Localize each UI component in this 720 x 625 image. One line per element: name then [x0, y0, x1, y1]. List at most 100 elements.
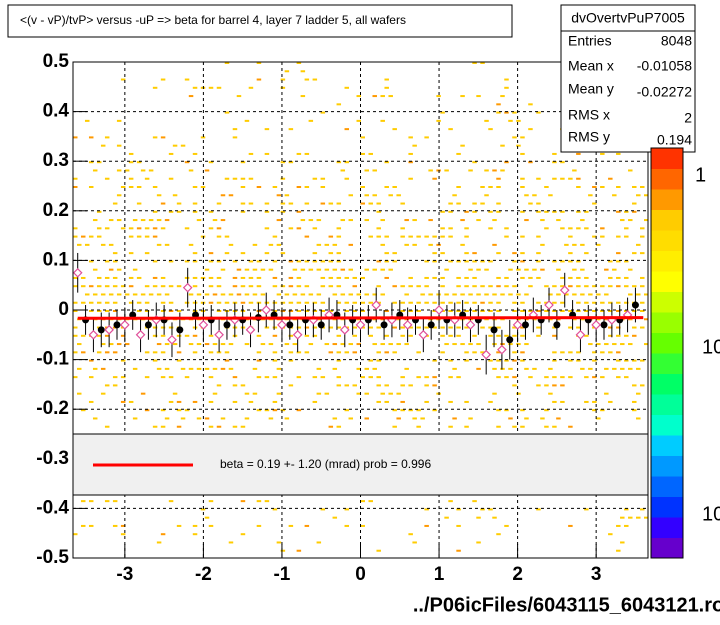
histogram-cell [216, 285, 222, 288]
histogram-cell [112, 285, 118, 288]
histogram-cell [628, 169, 633, 172]
histogram-cell [588, 367, 593, 370]
histogram-cell [484, 293, 489, 296]
histogram-cell [308, 219, 314, 222]
histogram-cell [440, 334, 445, 337]
profile-point [402, 320, 413, 330]
histogram-cell [200, 508, 206, 511]
histogram-cell [152, 86, 158, 89]
histogram-cell [332, 367, 338, 370]
histogram-cell [360, 152, 365, 155]
histogram-cell [208, 86, 214, 89]
histogram-cell [472, 202, 477, 205]
histogram-cell [112, 384, 118, 387]
histogram-cell [88, 376, 94, 379]
histogram-cell [112, 524, 118, 527]
histogram-cell [644, 516, 649, 519]
profile-point [591, 320, 602, 330]
histogram-cell [596, 343, 601, 346]
histogram-cell [408, 161, 413, 164]
histogram-cell [192, 351, 198, 354]
histogram-cell [336, 227, 342, 230]
histogram-cell [116, 144, 122, 147]
histogram-cell [208, 524, 214, 527]
histogram-cell [192, 533, 198, 536]
histogram-cell [428, 243, 433, 246]
histogram-cell [604, 268, 609, 271]
histogram-cell [492, 367, 497, 370]
histogram-cell [504, 334, 509, 337]
histogram-cell [384, 310, 389, 312]
histogram-cell [128, 400, 134, 403]
profile-point [261, 305, 272, 315]
histogram-cell [424, 301, 429, 304]
histogram-cell [520, 152, 525, 155]
histogram-cell [152, 359, 158, 362]
histogram-cell [516, 268, 521, 271]
histogram-cell [488, 400, 493, 403]
histogram-cell [176, 400, 182, 403]
histogram-cell [140, 169, 146, 172]
histogram-cell [628, 516, 633, 519]
histogram-cell [512, 252, 517, 255]
histogram-cell [368, 376, 373, 379]
y-tick-label: -0.2 [36, 398, 69, 419]
histogram-cell [632, 334, 637, 337]
histogram-cell [516, 343, 521, 346]
histogram-cell [128, 152, 134, 155]
histogram-cell [88, 301, 94, 304]
histogram-cell [256, 500, 262, 503]
histogram-cell [284, 70, 290, 73]
histogram-cell [200, 136, 206, 139]
histogram-cell [616, 359, 621, 362]
histogram-cell [548, 194, 553, 197]
histogram-cell [328, 351, 334, 354]
histogram-cell [464, 235, 469, 238]
histogram-cell [460, 293, 465, 296]
profile-point [339, 324, 350, 335]
y-tick-label: -0.5 [36, 547, 69, 568]
histogram-cell [276, 541, 282, 544]
histogram-cell [212, 343, 218, 346]
stats-rows: Entries 8048 Mean x -0.01058 Mean y -0.02272 R… [568, 33, 692, 148]
histogram-cell [220, 367, 226, 370]
histogram-cell [624, 285, 629, 288]
x-tick-label: -1 [273, 564, 290, 585]
histogram-cell [88, 400, 94, 403]
histogram-cell [264, 152, 270, 155]
histogram-cell [316, 268, 322, 271]
histogram-cell [312, 310, 318, 312]
histogram-cell [224, 62, 230, 64]
histogram-cell [276, 367, 282, 370]
histogram-cell [73, 326, 78, 329]
histogram-cell [280, 161, 286, 164]
histogram-cell [100, 367, 106, 370]
histogram-cell [400, 301, 405, 304]
histogram-cell [504, 524, 509, 527]
histogram-cell [572, 268, 577, 271]
histogram-cell [536, 326, 541, 329]
histogram-cell [500, 367, 505, 370]
histogram-cell [556, 268, 561, 271]
histogram-cell [620, 219, 625, 222]
histogram-cell [628, 219, 633, 222]
histogram-cell [496, 533, 501, 536]
histogram-cell [224, 301, 230, 304]
palette-cell [651, 312, 683, 333]
histogram-cell [252, 293, 258, 296]
histogram-cell [568, 260, 573, 263]
histogram-cell [172, 144, 178, 147]
histogram-cell [248, 285, 254, 288]
histogram-cell [624, 524, 629, 527]
histogram-cell [184, 227, 190, 230]
histogram-cell [464, 351, 469, 354]
profile-point [418, 329, 429, 340]
histogram-cell [504, 111, 509, 114]
histogram-cell [160, 425, 166, 428]
histogram-cell [336, 276, 342, 279]
histogram-cell [624, 508, 629, 511]
histogram-cell [448, 400, 453, 403]
histogram-cell [628, 318, 633, 321]
histogram-cell [484, 268, 489, 271]
histogram-cell [356, 367, 361, 370]
